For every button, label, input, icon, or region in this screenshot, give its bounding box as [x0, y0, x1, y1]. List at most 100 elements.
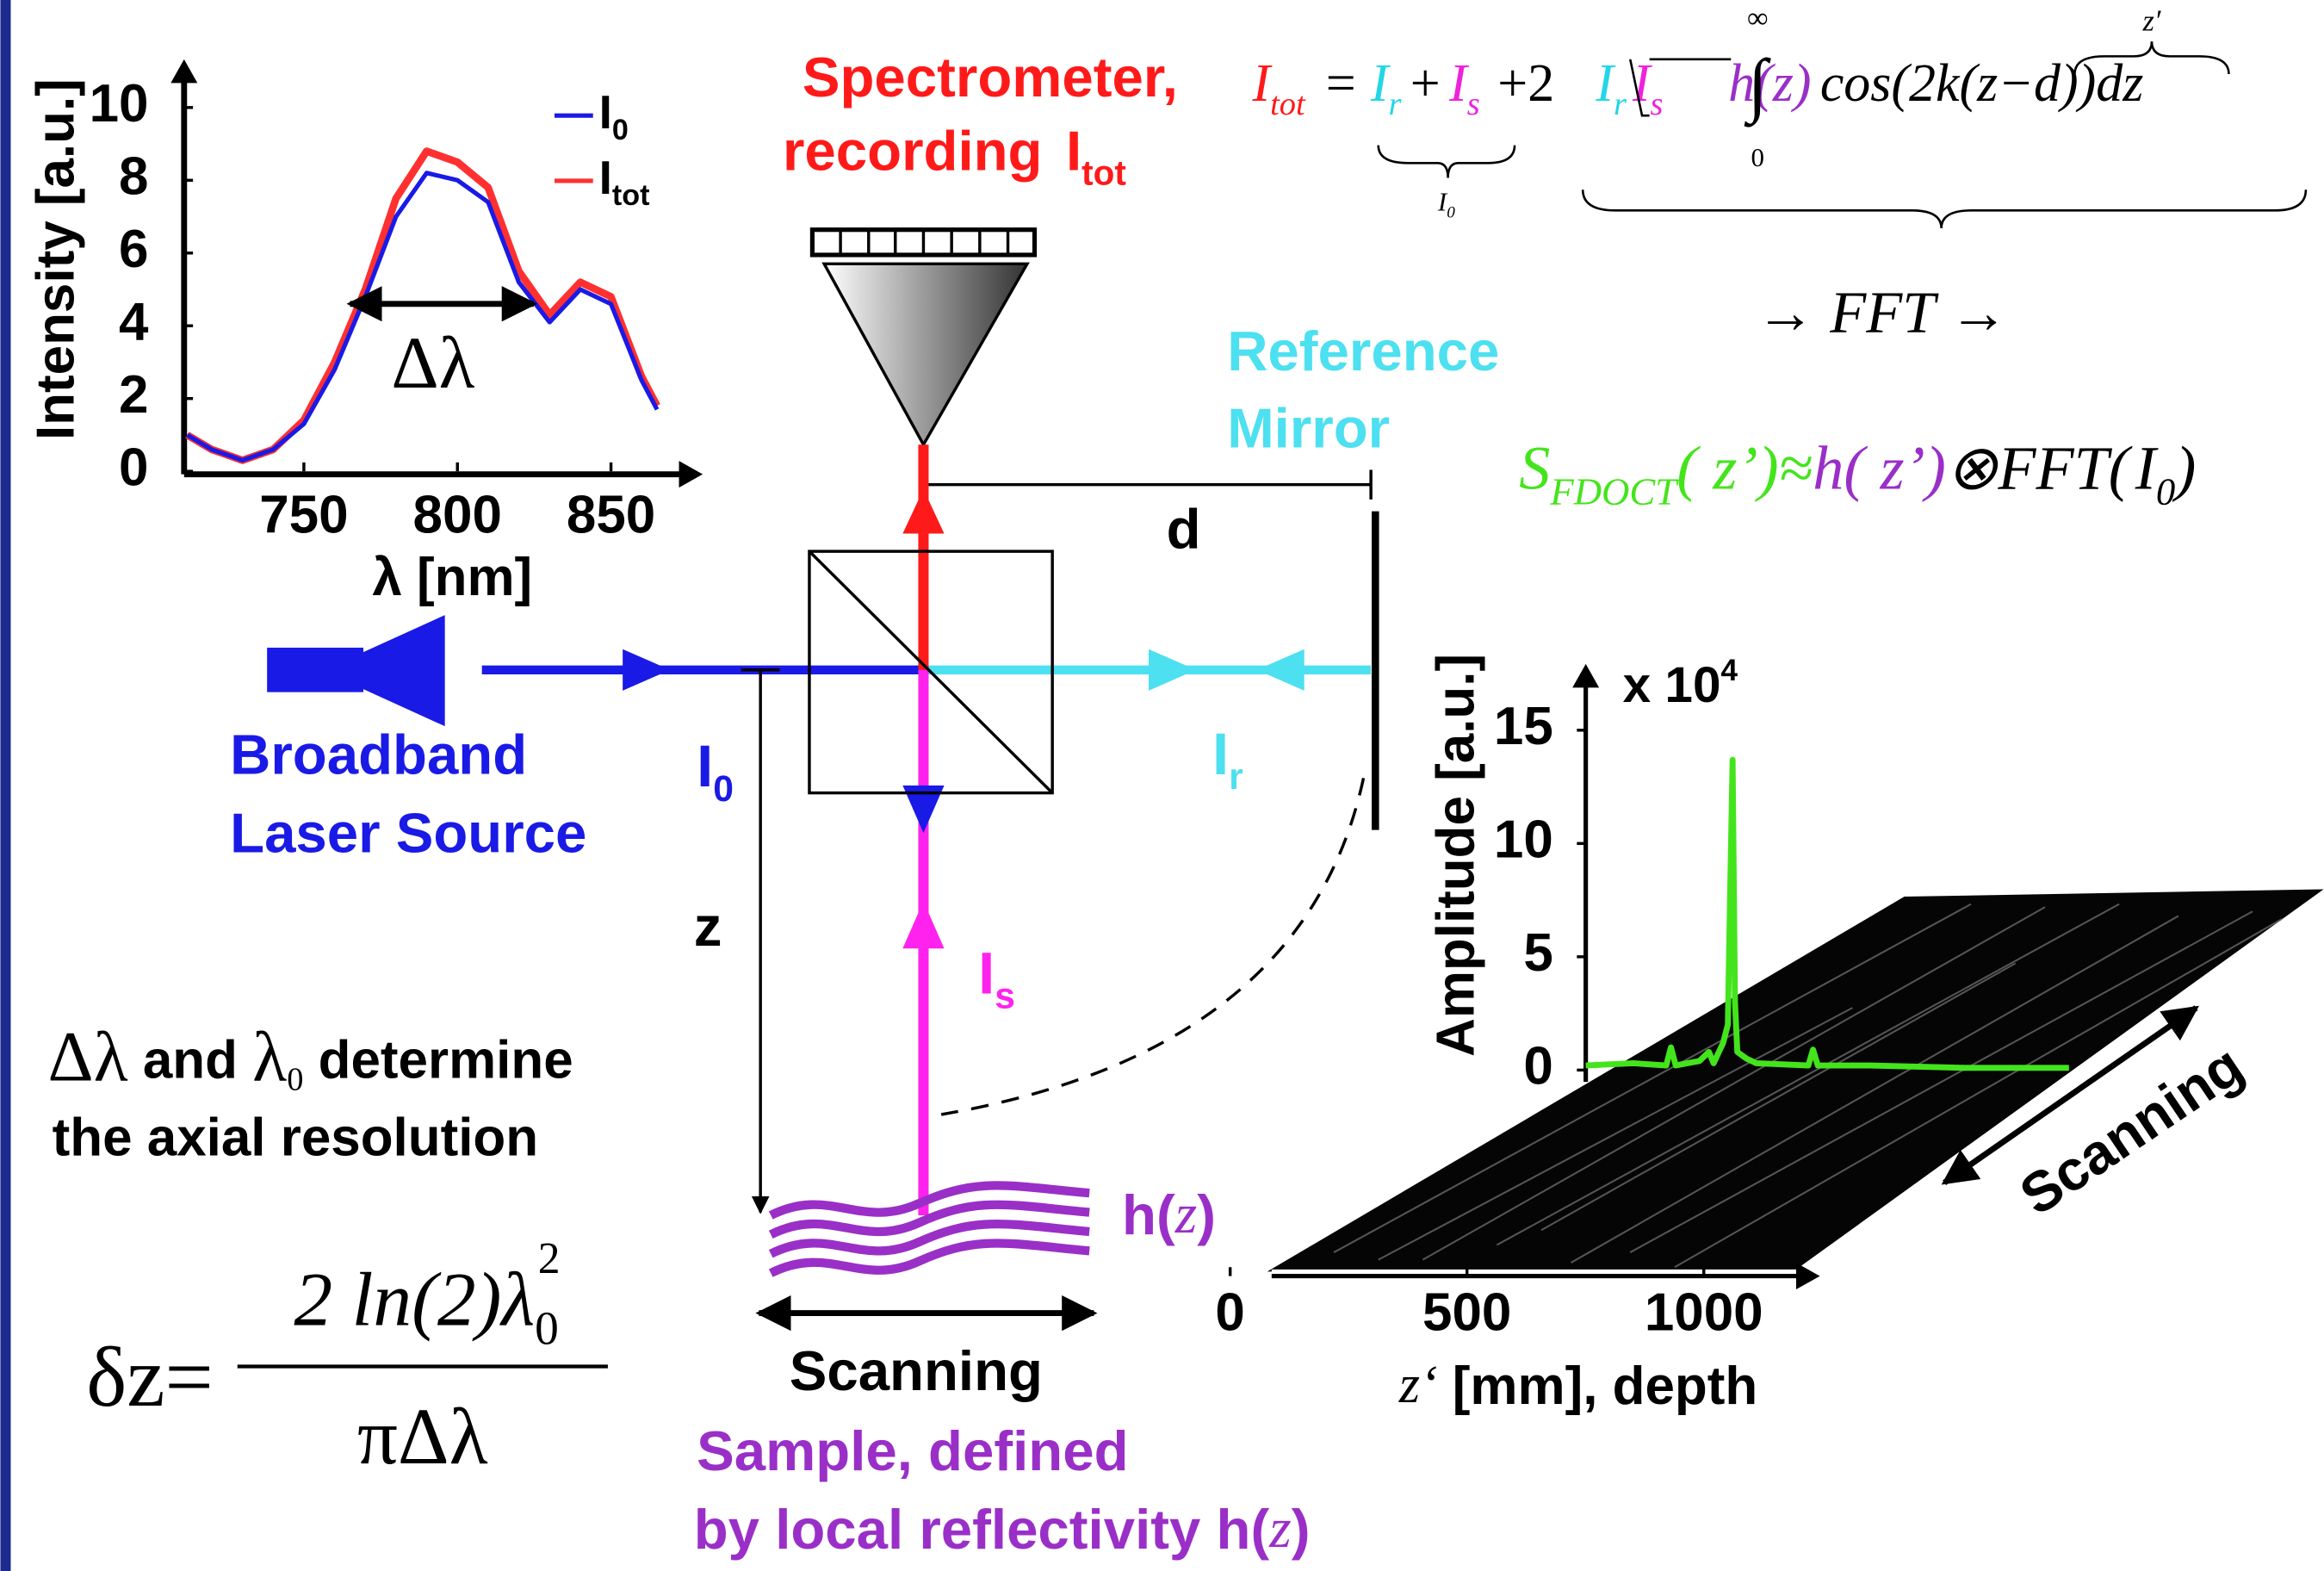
y-tick-label: 10: [90, 74, 149, 134]
slide-border: [0, 0, 10, 1571]
spectrometer-label: Spectrometer,: [803, 46, 1178, 109]
mirror-label: Reference: [1227, 320, 1499, 382]
legend-name: I: [599, 85, 612, 139]
sub: r: [1614, 86, 1627, 122]
and: and: [128, 1031, 253, 1090]
symbol: I: [1066, 120, 1081, 183]
laser-head: [363, 615, 445, 726]
cone: [824, 264, 1027, 444]
arg: ( z’)≈: [1676, 433, 1813, 502]
resolution-note: the axial resolution: [53, 1108, 538, 1167]
eq: =: [1326, 54, 1356, 113]
i: I: [2135, 433, 2159, 502]
y-tick-label: 0: [119, 438, 148, 498]
dl: Δλ: [47, 1016, 127, 1096]
multiplier-sup: 4: [1721, 654, 1738, 687]
source-label: Broadband: [230, 723, 527, 786]
y-axis-label: Intensity [a.u.]: [27, 78, 86, 440]
x-tick-label: 750: [259, 486, 348, 545]
close: ): [1197, 1183, 1216, 1246]
resolution-note: Δλ and λ0 determine: [47, 1016, 573, 1097]
int-upper: ∞: [1747, 2, 1769, 34]
sample-label: by local reflectivity h(z): [694, 1498, 1311, 1561]
x-axis-label: z‘ [mm], depth: [1398, 1356, 1757, 1416]
sub: s: [1467, 86, 1480, 122]
plus: +2: [1497, 54, 1554, 113]
legend-sub: 0: [612, 114, 629, 146]
formula-s: SFDOCT( z’)≈h( z’)⊗FFT(I0): [1519, 433, 2196, 513]
beam-arrow: [902, 901, 944, 948]
y-tick-label: 5: [1523, 923, 1552, 983]
x-axis-label: λ [nm]: [372, 548, 532, 607]
legend-entry: Itot: [599, 150, 650, 211]
legend-entry: I0: [599, 85, 629, 146]
y-axis-label: Amplitude [a.u.]: [1427, 654, 1486, 1057]
axis-arrow: [1796, 1263, 1820, 1289]
cos: cos(2k: [1820, 54, 1961, 113]
fft-label: → FFT →: [1756, 280, 2008, 345]
close: )dz: [2076, 54, 2144, 113]
x-tick-label: 800: [413, 486, 502, 545]
series-line: [187, 173, 657, 461]
axis-arrow: [679, 461, 703, 487]
x-tick-label: 0: [1215, 1282, 1244, 1342]
resolution-denominator: πΔλ: [357, 1393, 488, 1481]
path-equivalence: [941, 778, 1363, 1115]
y-tick-label: 8: [119, 147, 148, 207]
l0: λ: [252, 1016, 287, 1096]
y-tick-label: 6: [119, 220, 148, 279]
symbol: I: [1212, 721, 1229, 787]
sub: s: [995, 976, 1015, 1017]
sub: 0: [1447, 203, 1455, 221]
close: ): [2172, 433, 2196, 502]
subscript: tot: [1081, 152, 1126, 192]
x-tick-label: 500: [1422, 1282, 1511, 1342]
spectrometer: [812, 230, 1034, 445]
beam-arrow: [1149, 649, 1196, 691]
beam-arrow: [623, 649, 670, 691]
h: h(z): [1728, 54, 1811, 113]
diagram: Scanning Spectrometer, recording Itot Ito…: [0, 0, 2324, 1571]
symbol: I: [697, 733, 713, 799]
x-label-text: [mm], depth: [1438, 1357, 1758, 1416]
laser-body: [267, 648, 363, 692]
var: z: [1174, 1183, 1197, 1245]
sub: 0: [287, 1061, 303, 1097]
zd: (z−d): [1959, 54, 2078, 113]
legend-name: I: [599, 150, 612, 203]
underbrace-label: I0: [1437, 187, 1455, 222]
y-tick-label: 10: [1494, 810, 1553, 870]
overbrace-label: z′: [2142, 4, 2161, 37]
source-label: Laser Source: [230, 801, 586, 864]
beam-arrow: [1257, 649, 1305, 691]
sub: r: [1389, 86, 1403, 122]
sub: 0: [535, 1302, 559, 1355]
mirror-label: Mirror: [1227, 397, 1390, 460]
i0-label: I0: [697, 733, 734, 810]
scan-label: Scanning: [790, 1339, 1043, 1402]
s: S: [1519, 433, 1550, 502]
h-label: h(z): [1122, 1183, 1216, 1246]
sample-label: Sample, defined: [697, 1419, 1128, 1482]
x-label-var: z‘: [1398, 1356, 1438, 1414]
x-tick-label: 1000: [1645, 1282, 1763, 1342]
y-tick-label: 2: [119, 365, 148, 425]
var: z: [1268, 1498, 1291, 1560]
text: by local reflectivity h(: [694, 1498, 1270, 1561]
y-tick-label: 15: [1494, 697, 1553, 756]
scan-plane: Scanning: [1267, 889, 2324, 1271]
sub: s: [1651, 86, 1664, 122]
page: { "spectrometer_label": {"line1": "Spect…: [0, 0, 2324, 1571]
y-tick-label: 0: [1523, 1037, 1552, 1096]
sample-layers: [771, 1185, 1089, 1273]
sub: 0: [713, 768, 734, 810]
num: 2 ln(2)λ: [294, 1257, 535, 1342]
integral: ∫: [1744, 45, 1771, 128]
conv: ⊗FFT(: [1946, 433, 2133, 502]
label-text: recording: [783, 120, 1043, 183]
sub: tot: [1270, 86, 1306, 122]
beam-arrow: [902, 489, 944, 534]
symbol: I: [978, 941, 995, 1007]
